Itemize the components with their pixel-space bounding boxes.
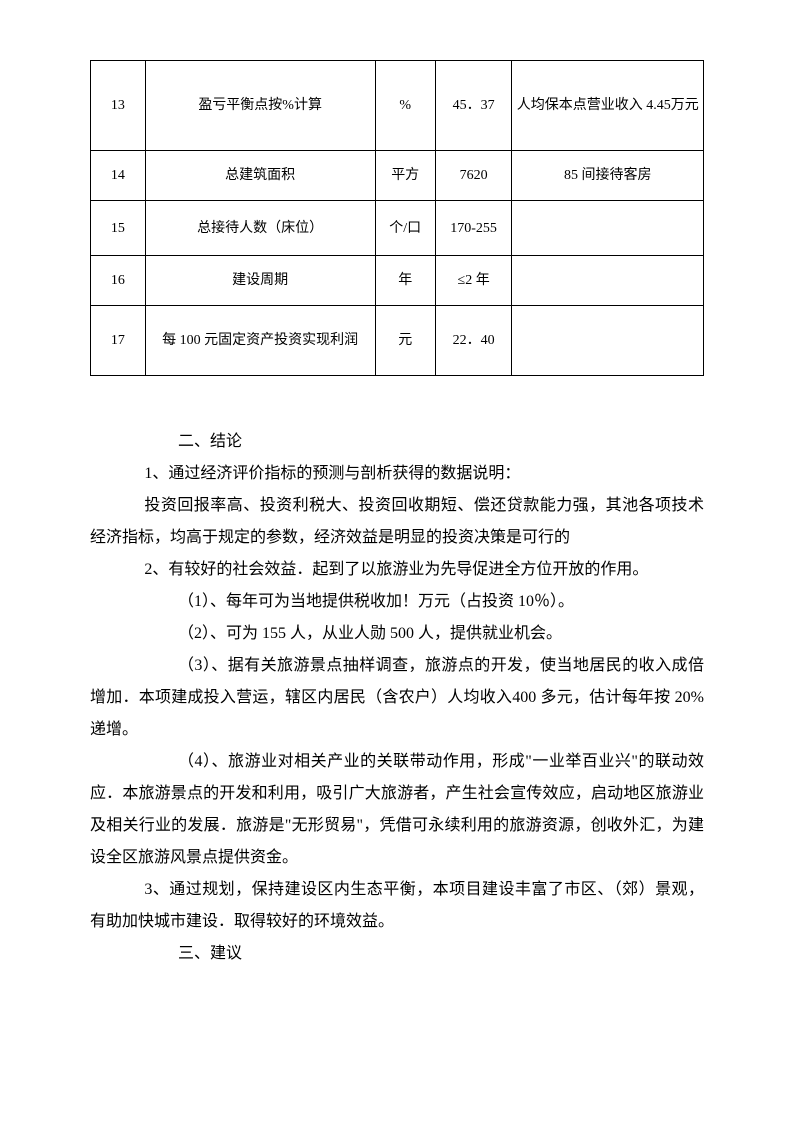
cell-val: 45．37 [435, 61, 512, 151]
cell-unit: 平方 [375, 151, 435, 201]
cell-name: 盈亏平衡点按%计算 [145, 61, 375, 151]
para-4: （1）、每年可为当地提供税收加！万元（占投资 10％）。 [90, 586, 704, 618]
para-1: 1、通过经济评价指标的预测与剖析获得的数据说明： [90, 458, 704, 490]
table-row: 16建设周期年≤2 年 [91, 256, 704, 306]
para-5: （2）、可为 155 人，从业人勋 500 人，提供就业机会。 [90, 618, 704, 650]
cell-name: 建设周期 [145, 256, 375, 306]
cell-note: 85 间接待客房 [512, 151, 704, 201]
cell-val: 170-255 [435, 201, 512, 256]
table-row: 14总建筑面积平方762085 间接待客房 [91, 151, 704, 201]
cell-num: 13 [91, 61, 146, 151]
cell-unit: 个/口 [375, 201, 435, 256]
section-2-title: 二、结论 [90, 426, 704, 458]
body-text: 二、结论 1、通过经济评价指标的预测与剖析获得的数据说明： 投资回报率高、投资利… [90, 426, 704, 970]
economic-indicators-table: 13盈亏平衡点按%计算%45．37人均保本点营业收入 4.45万元14总建筑面积… [90, 60, 704, 376]
cell-name: 总建筑面积 [145, 151, 375, 201]
page-container: 13盈亏平衡点按%计算%45．37人均保本点营业收入 4.45万元14总建筑面积… [0, 0, 794, 1030]
cell-num: 15 [91, 201, 146, 256]
table-body: 13盈亏平衡点按%计算%45．37人均保本点营业收入 4.45万元14总建筑面积… [91, 61, 704, 376]
cell-unit: % [375, 61, 435, 151]
para-2: 投资回报率高、投资利税大、投资回收期短、偿还贷款能力强，其池各项技术经济指标，均… [90, 490, 704, 554]
cell-name: 每 100 元固定资产投资实现利润 [145, 306, 375, 376]
cell-name: 总接待人数（床位） [145, 201, 375, 256]
section-3-title: 三、建议 [90, 938, 704, 970]
cell-unit: 年 [375, 256, 435, 306]
cell-val: 7620 [435, 151, 512, 201]
table-row: 15总接待人数（床位）个/口170-255 [91, 201, 704, 256]
para-6: （3）、据有关旅游景点抽样调查，旅游点的开发，使当地居民的收入成倍增加．本项建成… [90, 650, 704, 746]
cell-note [512, 256, 704, 306]
cell-num: 16 [91, 256, 146, 306]
table-row: 17每 100 元固定资产投资实现利润元22．40 [91, 306, 704, 376]
cell-num: 14 [91, 151, 146, 201]
cell-note: 人均保本点营业收入 4.45万元 [512, 61, 704, 151]
cell-note [512, 201, 704, 256]
cell-note [512, 306, 704, 376]
cell-unit: 元 [375, 306, 435, 376]
table-row: 13盈亏平衡点按%计算%45．37人均保本点营业收入 4.45万元 [91, 61, 704, 151]
para-8: 3、通过规划，保持建设区内生态平衡，本项目建设丰富了市区、（郊）景观，有助加快城… [90, 874, 704, 938]
cell-val: ≤2 年 [435, 256, 512, 306]
para-7: （4）、旅游业对相关产业的关联带动作用，形成"一业举百业兴"的联动效应．本旅游景… [90, 746, 704, 874]
para-3: 2、有较好的社会效益．起到了以旅游业为先导促进全方位开放的作用。 [90, 554, 704, 586]
cell-num: 17 [91, 306, 146, 376]
cell-val: 22．40 [435, 306, 512, 376]
